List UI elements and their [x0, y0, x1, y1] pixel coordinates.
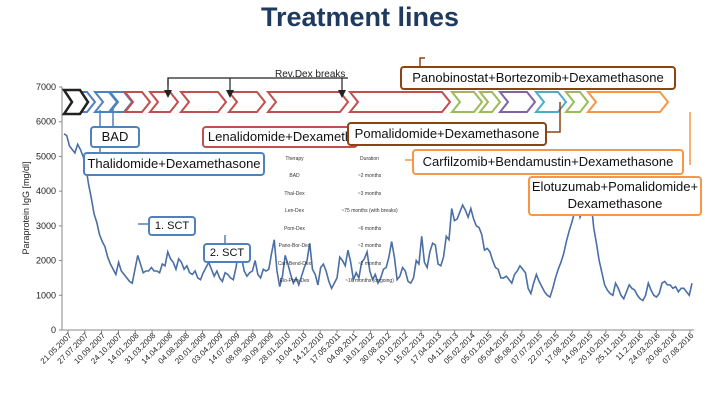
rev-dex-breaks-label: Rev.Dex breaks: [275, 69, 346, 80]
y-tick-label: 4000: [36, 186, 56, 196]
y-tick-label: 5000: [36, 151, 56, 161]
table-cell: Elo-Pom-Dex: [279, 278, 310, 285]
len-band-6: [347, 91, 452, 113]
start-arrow: [61, 88, 90, 116]
len-band-1: [122, 91, 152, 113]
y-tick-label: 6000: [36, 117, 56, 127]
table-row: Pom-Dex ~6 months: [257, 220, 407, 238]
rev-dex-arrowhead-2: [226, 90, 234, 98]
len-band-2: [147, 91, 180, 113]
table-row: Pano-Bor-Dex ~2 months: [257, 238, 407, 256]
table-cell: ~2 months: [357, 243, 382, 250]
elo-band: [585, 91, 670, 113]
rev-dex-arrowhead-3: [338, 90, 346, 98]
table-cell: BAD: [289, 173, 300, 180]
table-cell: ~6 months: [357, 225, 382, 232]
table-row: Elo-Pom-Dex ~16 months (ongoing): [257, 273, 407, 291]
page-title: Treatment lines: [260, 2, 460, 32]
y-axis-label: Paraprotein IgG [mg/dl]: [21, 161, 31, 254]
pbd-band-2: [497, 91, 537, 113]
thalidomide-label: Thalidomide+Dexamethasone: [83, 152, 265, 176]
len-band-5: [265, 91, 350, 113]
table-row: Len-Dex ~75 months (with breaks): [257, 203, 407, 221]
table-header-row: Therapy Duration: [257, 150, 407, 168]
pbd-connector: [419, 57, 425, 66]
carfilzomib-label: Carfilzomib+Bendamustin+Dexamethasone: [412, 149, 684, 175]
y-tick-label: 3000: [36, 221, 56, 231]
sct1-label: 1. SCT: [148, 216, 196, 236]
elotuzumab-label: Elotuzumab+Pomalidomide+ Dexamethasone: [528, 176, 702, 216]
y-tick-label: 2000: [36, 256, 56, 266]
table-cell: Pano-Bor-Dex: [278, 243, 311, 250]
table-cell: Thal-Dex: [284, 190, 305, 197]
table-cell: Pom-Dex: [284, 225, 305, 232]
y-tick-label: 1000: [36, 290, 56, 300]
len-band-3: [178, 91, 228, 113]
pomalidomide-label: Pomalidomide+Dexamethasone: [347, 122, 547, 146]
table-row: BAD ~2 months: [257, 168, 407, 186]
pom-band: [449, 91, 484, 113]
sct2-label: 2. SCT: [203, 243, 251, 263]
table-cell: ~75 months (with breaks): [341, 208, 398, 215]
lenalidomide-label: Lenalidomide+Dexameth: [202, 126, 358, 148]
table-cell: ~16 months (ongoing): [345, 278, 394, 285]
carf-band-2: [563, 91, 590, 113]
y-tick-label: 0: [51, 325, 56, 335]
len-band-4: [226, 91, 267, 113]
table-header-duration: Duration: [360, 155, 379, 162]
table-cell: Carf-Bend-Dex: [277, 260, 312, 267]
carf-band: [533, 91, 568, 113]
y-tick-label: 7000: [36, 82, 56, 92]
rev-dex-arrowhead-1: [164, 90, 172, 98]
pbd-band: [477, 91, 502, 113]
table-row: Carf-Bend-Dex ~2 months: [257, 255, 407, 273]
table-cell: Len-Dex: [285, 208, 304, 215]
bad-label: BAD: [90, 126, 140, 148]
therapy-table: Therapy Duration BAD ~2 months Thal-Dex ~3…: [257, 150, 407, 290]
table-header-therapy: Therapy: [285, 155, 304, 162]
table-cell: ~2 months: [357, 260, 382, 267]
panobinostat-label: Panobinostat+Bortezomib+Dexamethasone: [400, 66, 676, 90]
table-cell: ~2 months: [357, 173, 382, 180]
table-cell: ~3 months: [357, 190, 382, 197]
table-row: Thal-Dex ~3 months: [257, 185, 407, 203]
